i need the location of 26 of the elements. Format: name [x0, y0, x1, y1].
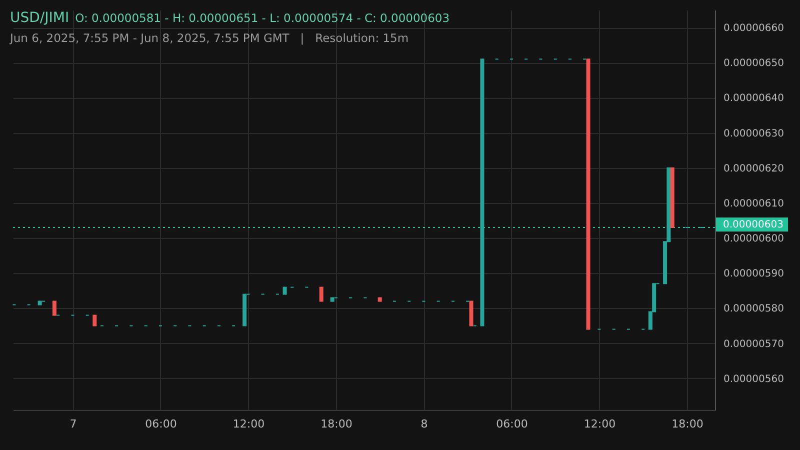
ref-line-label: 0.00000603 — [723, 220, 784, 231]
y-tick-label: 0.00000630 — [724, 128, 784, 140]
x-tick-label: 18:00 — [672, 418, 704, 430]
x-tick-label: 12:00 — [232, 418, 265, 430]
y-tick-label: 0.00000640 — [724, 93, 784, 104]
y-tick-label: 0.00000570 — [724, 338, 784, 350]
chart-title: USD/JIMI — [10, 10, 70, 26]
text: Jun 6, 2025, 7:55 PM - Jun 8, 2025, 7:55 PM GMT | Resolution: 15m — [10, 31, 410, 45]
candlestick — [92, 314, 97, 326]
x-tick-label: 8 — [420, 418, 428, 430]
x-tick-label: 06:00 — [145, 418, 177, 430]
x-tick-label: 06:00 — [496, 418, 528, 430]
y-tick-label: 0.00000560 — [724, 374, 784, 385]
candlestick — [319, 286, 324, 302]
x-tick-label: 12:00 — [584, 418, 616, 430]
y-tick-label: 0.00000620 — [724, 163, 784, 174]
y-tick-label: 0.00000580 — [724, 304, 784, 315]
y-tick-label: 0.00000590 — [724, 268, 784, 280]
x-tick-label: 7 — [70, 418, 77, 430]
y-tick-label: 0.00000610 — [724, 198, 784, 210]
y-tick-label: 0.00000660 — [724, 23, 784, 34]
y-tick-label: 0.00000600 — [724, 234, 784, 245]
annotation: O: 0.00000581 - H: 0.00000651 - L: 0.00000574 - C: 0.00000603 — [75, 11, 450, 25]
candlestick — [52, 300, 56, 316]
y-tick-label: 0.00000650 — [724, 58, 784, 70]
x-tick-label: 18:00 — [320, 418, 352, 430]
